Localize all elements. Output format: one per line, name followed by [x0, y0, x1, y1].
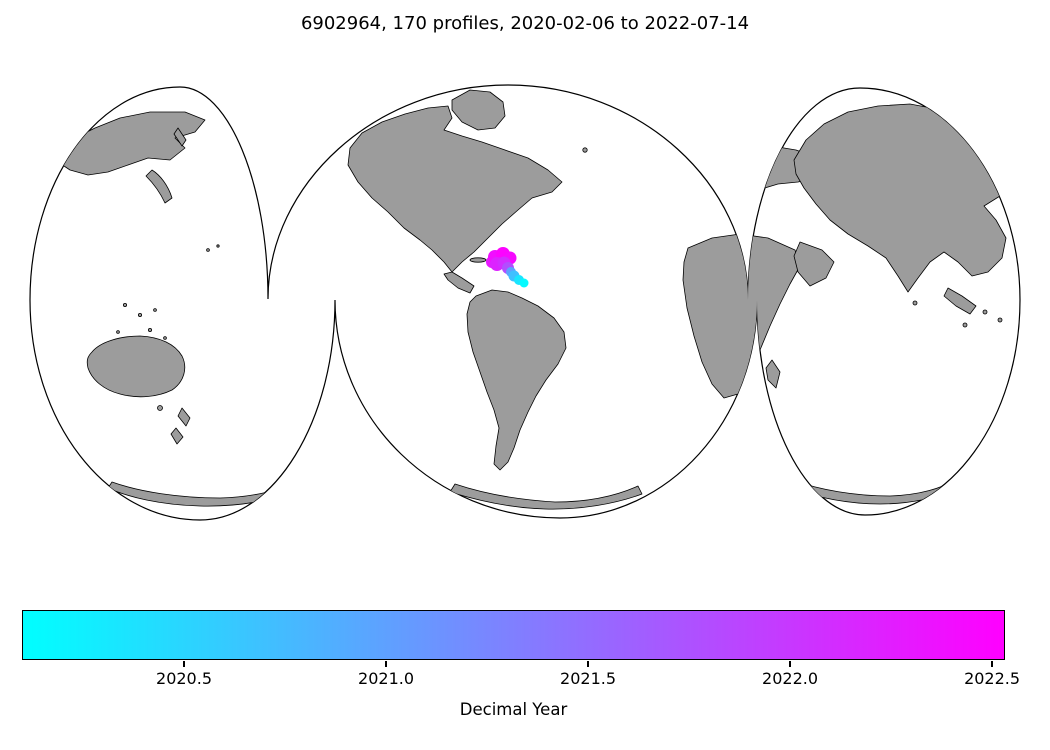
antarctica-center [449, 483, 643, 510]
scandinavia [741, 109, 787, 143]
pacific-island [137, 312, 142, 317]
indonesia-island [962, 322, 968, 328]
colorbar-tick-label: 2020.5 [156, 669, 212, 688]
colorbar-tick-label: 2022.0 [762, 669, 819, 688]
asia [793, 103, 1013, 293]
iceland [582, 147, 588, 153]
tasmania [157, 405, 163, 411]
colorbar-tick [385, 661, 387, 667]
new-zealand [177, 407, 191, 427]
colorbar-tick-label: 2021.5 [560, 669, 617, 688]
kuril-islands [173, 127, 187, 147]
british-isles [711, 143, 725, 159]
colorbar-tick [587, 661, 589, 667]
pacific-island [153, 308, 157, 312]
new-zealand [170, 427, 184, 445]
colorbar-tick [789, 661, 791, 667]
colorbar-tick [183, 661, 185, 667]
colorbar-tick-label: 2022.5 [964, 669, 1021, 688]
profile-point [519, 278, 529, 288]
sri-lanka [912, 300, 918, 306]
indonesia-island [997, 317, 1003, 323]
madagascar [765, 359, 781, 389]
south-america [466, 289, 567, 471]
colorbar-tick-label: 2021.0 [358, 669, 415, 688]
pacific-island [163, 336, 167, 340]
japan [145, 169, 173, 204]
pacific-island [123, 302, 128, 307]
colorbar-axis-label: Decimal Year [459, 700, 568, 719]
arabian-peninsula [793, 241, 835, 287]
north-america [347, 105, 563, 273]
pacific-island [147, 327, 152, 332]
greenland [451, 89, 506, 131]
southeast-asia [943, 287, 977, 315]
pacific-island [216, 244, 220, 248]
profile-scatter-layer [486, 247, 529, 288]
cuba [469, 257, 487, 263]
central-america [443, 271, 475, 294]
pacific-island [206, 248, 210, 252]
australia [86, 335, 186, 398]
indonesia-island [982, 309, 988, 315]
northeast-asia [51, 111, 206, 176]
plot-title: 6902964, 170 profiles, 2020-02-06 to 202… [300, 13, 750, 34]
pacific-island [116, 330, 120, 334]
colorbar [22, 610, 1005, 660]
colorbar-tick [991, 661, 993, 667]
